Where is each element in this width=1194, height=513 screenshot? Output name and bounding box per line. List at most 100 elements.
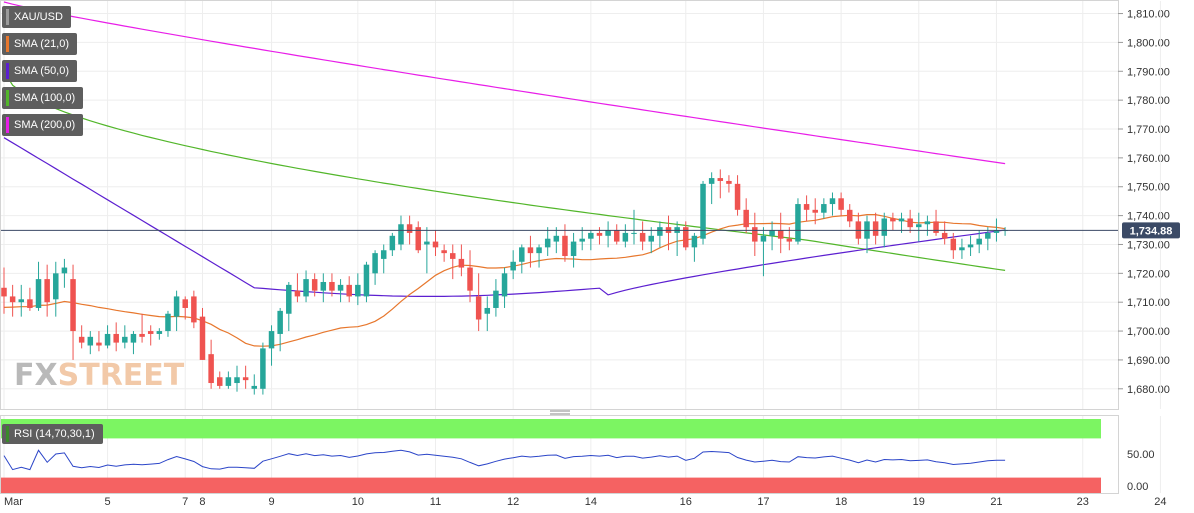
- y-tick-label: 1,740.00: [1127, 211, 1170, 223]
- candle-body: [268, 331, 275, 349]
- legend-swatch: [6, 63, 9, 79]
- candle-body: [61, 267, 68, 274]
- sma-100-line: [3, 70, 1006, 271]
- x-tick-label: 8: [199, 496, 205, 508]
- candle-body: [147, 331, 154, 334]
- candle-body: [234, 377, 240, 384]
- candle-body: [881, 218, 888, 236]
- candle-body: [104, 333, 111, 346]
- x-tick-label: 10: [352, 496, 364, 508]
- candle-body: [631, 232, 637, 234]
- candle-body: [139, 333, 145, 337]
- x-tick-label: Mar: [4, 496, 23, 508]
- candle-body: [70, 279, 76, 332]
- price-tag-bg: [1122, 222, 1180, 239]
- candle-body: [277, 310, 283, 334]
- candle-body: [406, 224, 413, 233]
- y-tick-label: 1,810.00: [1127, 9, 1170, 21]
- legend-sma200[interactable]: SMA (200,0): [2, 114, 84, 136]
- x-tick-label: 18: [835, 496, 847, 508]
- candle-body: [208, 354, 214, 384]
- legend-label: SMA (100,0): [14, 92, 76, 104]
- candle-body: [786, 238, 793, 242]
- candle-body: [838, 198, 844, 210]
- candle-body: [596, 232, 603, 236]
- candle-body: [165, 313, 171, 332]
- candle-body: [122, 336, 128, 343]
- y-tick-label: 1,710.00: [1127, 297, 1170, 309]
- candle-body: [389, 235, 396, 251]
- legend-swatch: [6, 117, 9, 133]
- candle-body: [812, 209, 818, 213]
- candle-body: [9, 296, 16, 303]
- legend-sma50[interactable]: SMA (50,0): [2, 60, 78, 82]
- legend-sma21[interactable]: SMA (21,0): [2, 33, 78, 55]
- watermark-fx: FX: [14, 358, 58, 393]
- candle-body: [96, 342, 102, 346]
- y-tick-label: 1,790.00: [1127, 66, 1170, 78]
- candle-body: [173, 296, 180, 317]
- x-tick-label: 23: [1077, 496, 1089, 508]
- candle-body: [191, 296, 197, 323]
- legend-sma100[interactable]: SMA (100,0): [2, 87, 84, 109]
- x-tick-label: 16: [680, 496, 692, 508]
- candle-body: [320, 281, 327, 291]
- candle-body: [708, 178, 715, 184]
- legend-swatch: [6, 426, 9, 442]
- x-tick-label: 12: [507, 496, 519, 508]
- candle-body: [726, 180, 732, 184]
- candle-body: [510, 261, 516, 271]
- candle-body: [44, 279, 50, 303]
- x-tick-label: 19: [913, 496, 925, 508]
- candle-body: [562, 235, 568, 257]
- candle-body: [622, 232, 629, 242]
- candle-body: [613, 230, 620, 242]
- candle-body: [605, 230, 611, 236]
- main-plot-frame: [0, 0, 1119, 410]
- candle-body: [199, 316, 206, 360]
- candle-body: [294, 290, 301, 297]
- x-tick-label: 24: [1154, 496, 1166, 508]
- candle-body: [544, 238, 551, 248]
- y-tick-label: 1,690.00: [1127, 355, 1170, 367]
- candle-body: [380, 250, 387, 259]
- candle-body: [432, 241, 439, 248]
- candle-body: [260, 348, 266, 389]
- rsi-legend[interactable]: RSI (14,70,30,1): [2, 424, 103, 444]
- candle-body: [777, 230, 784, 239]
- candle-body: [337, 284, 344, 291]
- candle-body: [303, 279, 309, 297]
- candle-body: [18, 299, 25, 303]
- legend-label: SMA (50,0): [14, 65, 70, 77]
- candle-body: [872, 221, 879, 236]
- legend-xauusd[interactable]: XAU/USD: [2, 6, 71, 28]
- candle-body: [846, 209, 853, 222]
- x-tick-label: 5: [104, 496, 110, 508]
- candle-body: [475, 296, 482, 320]
- candle-body: [536, 247, 542, 254]
- sma-200-line: [3, 1, 1006, 165]
- candle-body: [225, 377, 232, 386]
- candle-body: [700, 183, 706, 239]
- candle-body: [570, 241, 577, 257]
- candle-body: [87, 336, 94, 346]
- x-tick-label: 21: [990, 496, 1002, 508]
- legend-label: XAU/USD: [14, 11, 63, 23]
- candle-body: [311, 279, 318, 291]
- candle-body: [959, 247, 965, 251]
- rsi-y-tick-label: 0.00: [1127, 481, 1148, 493]
- candle-body: [829, 198, 836, 205]
- fxstreet-watermark: FXSTREET: [14, 358, 184, 393]
- candle-body: [717, 178, 724, 181]
- x-tick-label: 11: [430, 496, 441, 508]
- rsi-line: [3, 449, 1006, 471]
- candle-body: [950, 238, 957, 251]
- candle-body: [467, 267, 473, 291]
- x-tick-label: 9: [268, 496, 274, 508]
- y-tick-label: 1,720.00: [1127, 268, 1170, 280]
- candle-body: [907, 218, 913, 228]
- candle-body: [527, 247, 534, 254]
- y-tick-label: 1,770.00: [1127, 124, 1170, 136]
